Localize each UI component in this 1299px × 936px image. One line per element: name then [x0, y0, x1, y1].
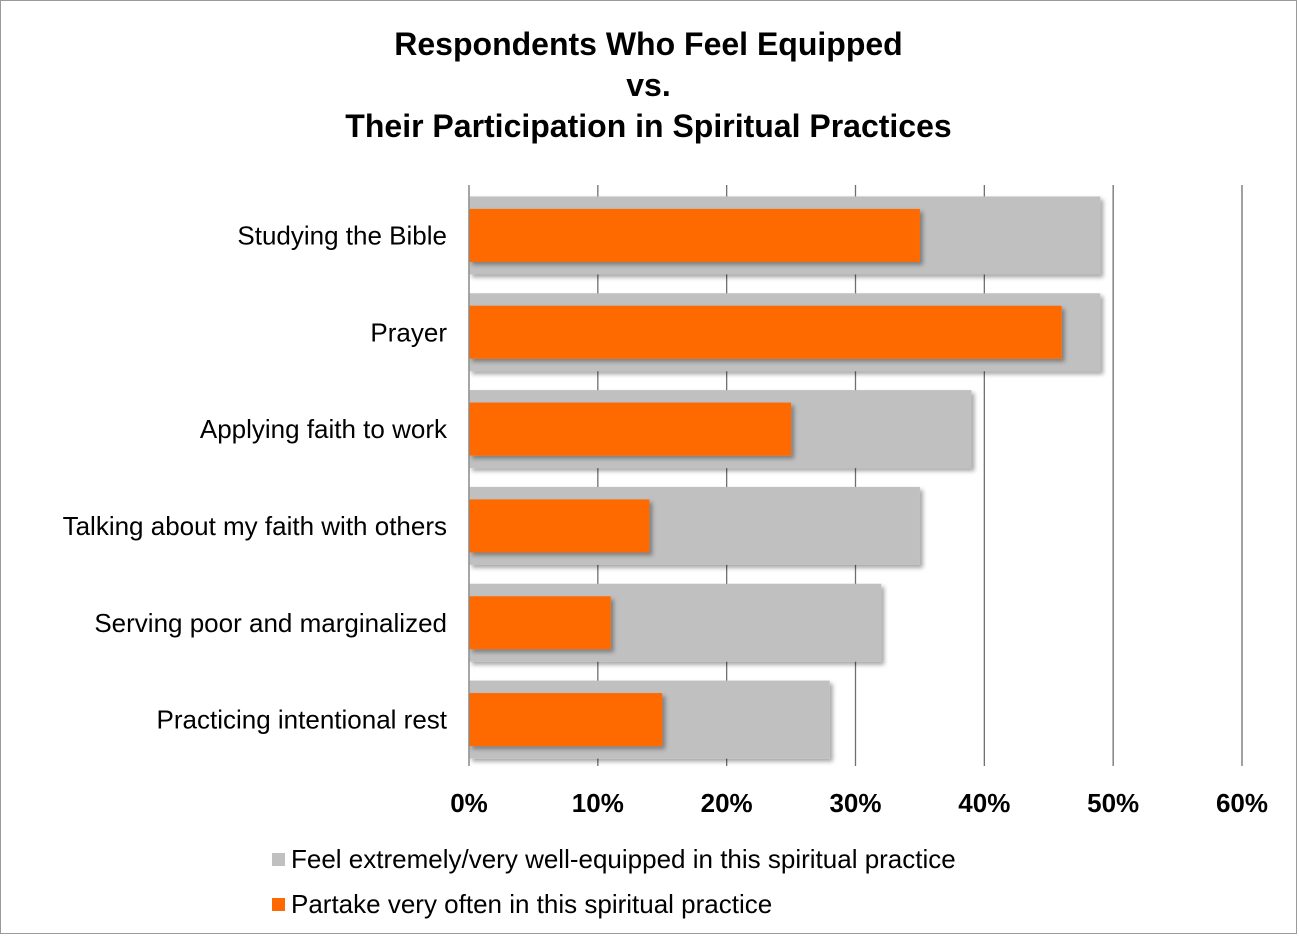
x-tick-label: 10% — [572, 788, 624, 818]
category-label: Prayer — [370, 317, 447, 347]
category-label: Talking about my faith with others — [63, 511, 447, 541]
x-tick-label: 40% — [958, 788, 1010, 818]
chart-title-line-2: vs. — [626, 67, 671, 103]
chart-title-line-3: Their Participation in Spiritual Practic… — [345, 108, 952, 144]
x-tick-labels: 0% 10% 20% 30% 40% 50% 60% — [450, 788, 1268, 818]
bar-partake — [469, 693, 663, 747]
category-label: Practicing intentional rest — [157, 705, 448, 735]
bar-partake — [469, 596, 611, 650]
bar-partake — [469, 499, 650, 553]
x-tick-label: 0% — [450, 788, 488, 818]
x-tick-label: 30% — [829, 788, 881, 818]
legend-item-equipped: Feel extremely/very well-equipped in thi… — [272, 844, 956, 875]
x-tick-label: 50% — [1087, 788, 1139, 818]
bars — [469, 196, 1101, 759]
chart-title: Respondents Who Feel Equipped vs. Their … — [0, 24, 1297, 147]
legend-label-partake: Partake very often in this spiritual pra… — [291, 889, 773, 919]
chart-title-line-1: Respondents Who Feel Equipped — [394, 26, 903, 62]
category-label: Serving poor and marginalized — [94, 608, 447, 638]
bar-partake — [469, 305, 1062, 359]
x-tick-label: 60% — [1216, 788, 1268, 818]
legend-swatch-partake — [272, 898, 285, 911]
x-tick-label: 20% — [701, 788, 753, 818]
legend-label-equipped: Feel extremely/very well-equipped in thi… — [291, 844, 956, 874]
legend-swatch-equipped — [272, 853, 285, 866]
category-labels: Studying the Bible Prayer Applying faith t… — [63, 220, 448, 734]
bar-partake — [469, 208, 920, 262]
category-label: Studying the Bible — [237, 220, 447, 250]
category-label: Applying faith to work — [200, 414, 448, 444]
legend-item-partake: Partake very often in this spiritual pra… — [272, 889, 772, 920]
bar-partake — [469, 402, 792, 456]
